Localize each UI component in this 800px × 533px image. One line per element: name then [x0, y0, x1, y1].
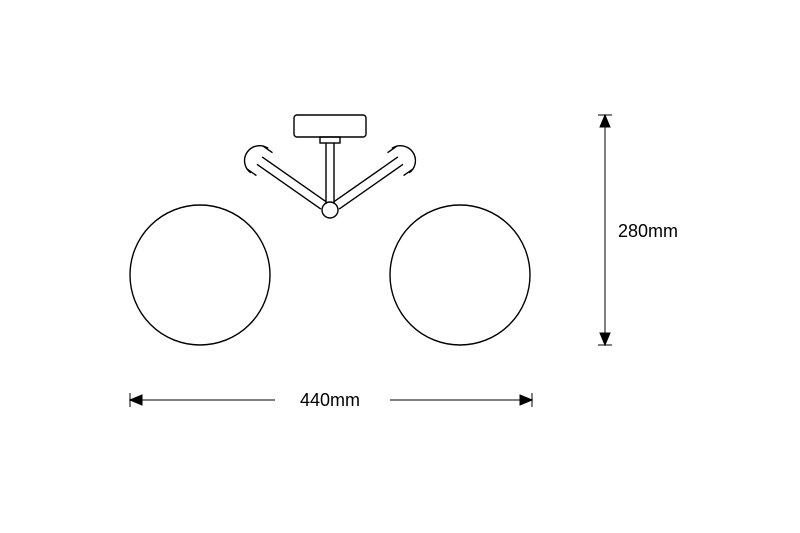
canopy	[294, 115, 366, 143]
height-dimension	[598, 115, 612, 345]
dimension-diagram: 440mm 280mm	[0, 0, 800, 533]
right-arm	[328, 140, 421, 218]
right-globe	[390, 205, 530, 345]
height-dimension-label: 280mm	[618, 221, 678, 241]
fixture-drawing	[130, 115, 530, 345]
hub-joint	[322, 202, 338, 218]
left-arm	[239, 140, 332, 218]
width-dimension-label: 440mm	[300, 390, 360, 410]
stem	[326, 143, 334, 204]
left-globe	[130, 205, 270, 345]
